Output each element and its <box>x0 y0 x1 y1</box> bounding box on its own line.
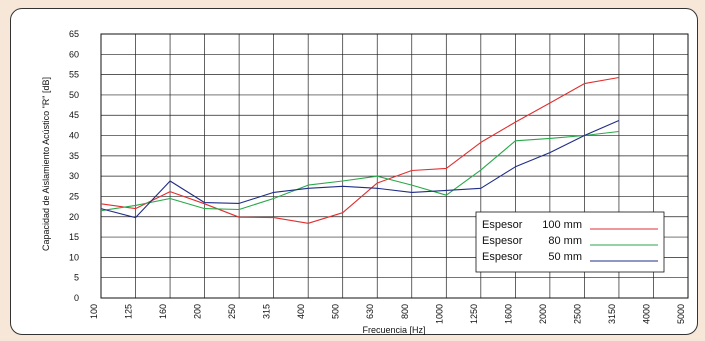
x-tick-label: 500 <box>331 304 341 319</box>
y-tick-label: 15 <box>69 232 79 242</box>
x-tick-label: 5000 <box>676 304 686 324</box>
legend: Espesor 100 mm Espesor 80 mm Espesor 50 mm <box>475 211 665 273</box>
plot-area <box>100 33 689 299</box>
x-tick-label: 1250 <box>469 304 479 324</box>
x-tick-label: 630 <box>365 304 375 319</box>
series-line-80-mm <box>100 130 619 212</box>
x-tick-label: 2500 <box>572 304 582 324</box>
y-tick-label: 50 <box>69 90 79 100</box>
y-tick-label: 25 <box>69 191 79 201</box>
legend-label: 80 mm <box>548 235 582 247</box>
y-tick-label: 55 <box>69 70 79 80</box>
y-axis-label: Capacidad de Aislamiento Acústico "R" [d… <box>41 77 51 251</box>
x-tick-label: 160 <box>158 304 168 319</box>
legend-label-prefix: Espesor <box>482 219 523 231</box>
y-tick-label: 5 <box>74 273 79 283</box>
x-tick-label: 400 <box>296 304 306 319</box>
x-tick-label: 1000 <box>434 304 444 324</box>
x-tick-label: 125 <box>124 304 134 319</box>
x-tick-label: 3150 <box>607 304 617 324</box>
y-tick-label: 10 <box>69 252 79 262</box>
y-tick-label: 35 <box>69 151 79 161</box>
y-tick-label: 30 <box>69 171 79 181</box>
x-axis-label: Frecuencia [Hz] <box>362 325 425 335</box>
y-tick-label: 45 <box>69 110 79 120</box>
x-tick-label: 100 <box>89 304 99 319</box>
y-tick-label: 65 <box>69 29 79 39</box>
legend-label: 50 mm <box>548 251 582 263</box>
series-line-100-mm <box>100 76 619 224</box>
y-tick-label: 60 <box>69 49 79 59</box>
x-tick-label: 250 <box>227 304 237 319</box>
x-tick-label: 4000 <box>641 304 651 324</box>
series-lines <box>100 76 620 224</box>
x-axis-ticks: 100 125 160 200 250 315 400 500 630 800 1000 1250 16… <box>89 304 686 324</box>
legend-label-prefix: Espesor <box>482 251 523 263</box>
y-tick-label: 0 <box>74 293 79 303</box>
x-tick-label: 1600 <box>503 304 513 324</box>
x-tick-label: 800 <box>400 304 410 319</box>
legend-label-prefix: Espesor <box>482 235 523 247</box>
chart-frame <box>10 8 698 335</box>
series-line-50-mm <box>100 119 620 219</box>
x-tick-label: 315 <box>262 304 272 319</box>
x-tick-label: 2000 <box>538 304 548 324</box>
legend-box <box>475 211 665 273</box>
x-tick-label: 200 <box>193 304 203 319</box>
y-tick-label: 40 <box>69 131 79 141</box>
legend-label: 100 mm <box>542 219 582 231</box>
y-axis-ticks: 0 5 10 15 20 25 30 35 40 45 50 55 60 65 <box>69 29 79 303</box>
y-tick-label: 20 <box>69 212 79 222</box>
plot-border <box>100 33 689 299</box>
